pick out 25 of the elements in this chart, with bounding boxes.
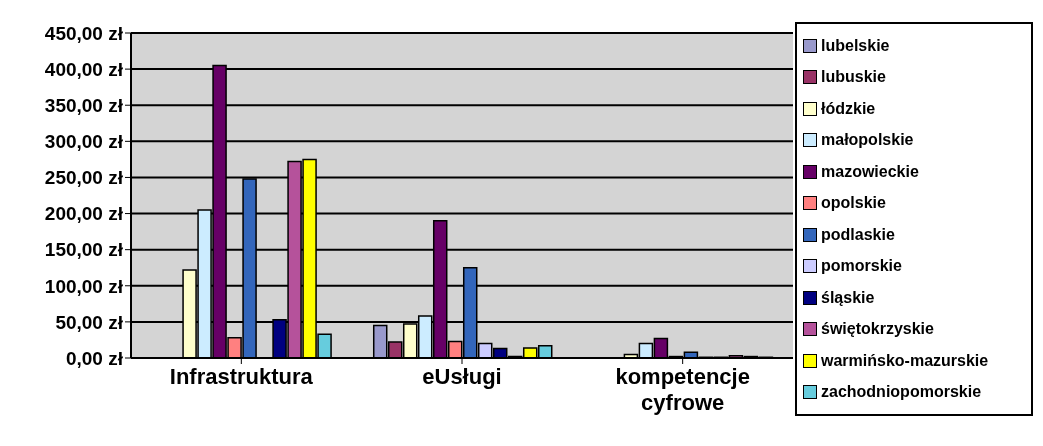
- legend-label: podlaskie: [821, 225, 895, 244]
- legend-label: śląskie: [821, 288, 875, 307]
- y-tick-label: 300,00 zł: [44, 131, 124, 153]
- legend-label: łódzkie: [821, 99, 876, 118]
- legend-label: opolskie: [821, 194, 886, 213]
- y-tick-label: 0,00 zł: [65, 347, 124, 369]
- x-tick-label: kompetencje cyfrowe: [615, 364, 750, 415]
- legend-label: lubuskie: [821, 68, 886, 87]
- legend-label: warmińsko-mazurskie: [821, 351, 989, 370]
- y-tick-label: 200,00 zł: [44, 203, 124, 225]
- y-tick-label: 450,00 zł: [44, 22, 124, 44]
- y-tick-label: 250,00 zł: [44, 167, 124, 189]
- y-tick-label: 100,00 zł: [44, 275, 124, 297]
- y-tick-label: 150,00 zł: [44, 239, 124, 261]
- x-tick-label: eUsługi: [422, 364, 502, 389]
- y-tick-label: 350,00 zł: [44, 94, 124, 116]
- y-tick-label: 50,00 zł: [55, 311, 124, 333]
- legend-label: mazowieckie: [821, 162, 919, 181]
- legend-label: pomorskie: [821, 257, 902, 276]
- legend-label: lubelskie: [821, 36, 890, 55]
- legend-label: zachodniopomorskie: [821, 383, 982, 402]
- x-tick-label: Infrastruktura: [169, 364, 314, 389]
- legend-label: świętokrzyskie: [821, 320, 934, 339]
- legend-label: małopolskie: [821, 131, 914, 150]
- y-tick-label: 400,00 zł: [44, 58, 124, 80]
